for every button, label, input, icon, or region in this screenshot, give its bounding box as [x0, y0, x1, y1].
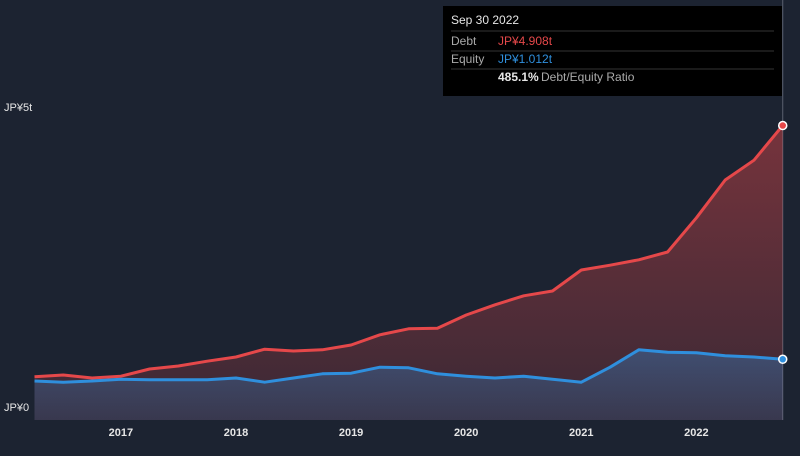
tooltip-equity-name: Equity	[451, 52, 484, 66]
tooltip-debt-value: JP¥4.908t	[498, 34, 553, 48]
tooltip: Sep 30 2022 Debt JP¥4.908t Equity JP¥1.0…	[443, 6, 782, 96]
x-tick-label: 2022	[684, 427, 708, 439]
tooltip-ratio-label: Debt/Equity Ratio	[541, 70, 635, 84]
y-tick-label: JP¥5t	[4, 102, 32, 114]
x-tick-label: 2019	[339, 427, 363, 439]
x-tick-label: 2017	[109, 427, 133, 439]
tooltip-equity-value: JP¥1.012t	[498, 52, 553, 66]
x-tick-label: 2018	[224, 427, 248, 439]
y-tick-label: JP¥0	[4, 402, 29, 414]
area	[34, 349, 783, 420]
line	[34, 124, 784, 380]
end-marker	[777, 354, 788, 365]
end-marker	[777, 120, 788, 131]
x-tick-label: 2020	[454, 427, 478, 439]
tooltip-ratio: 485.1%	[498, 70, 539, 84]
x-tick-label: 2021	[569, 427, 593, 439]
area	[34, 125, 783, 420]
tooltip-debt-name: Debt	[451, 34, 477, 48]
tooltip-date: Sep 30 2022	[451, 13, 519, 27]
line	[34, 348, 783, 384]
